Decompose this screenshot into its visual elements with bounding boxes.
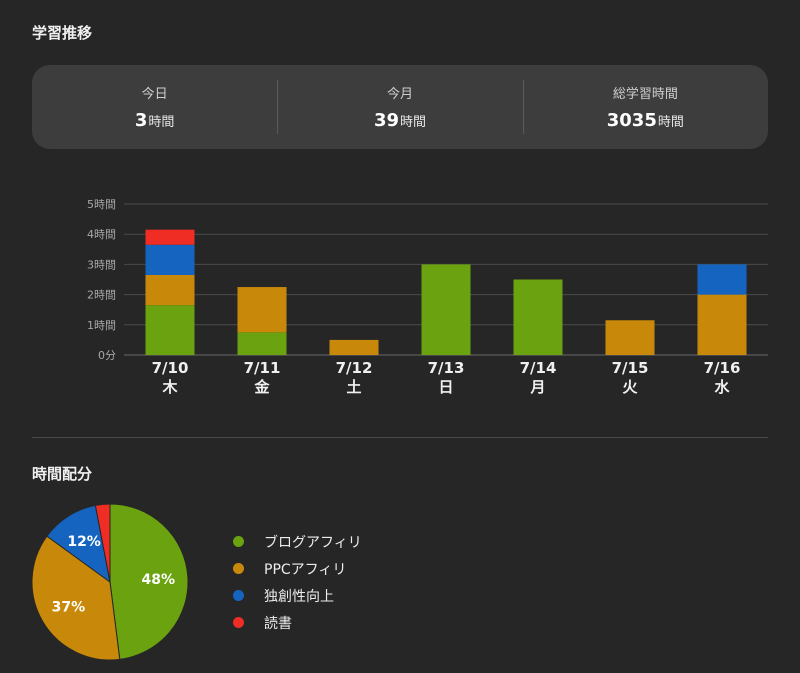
x-tick-label: 7/14 (520, 359, 557, 377)
section-title-distribution: 時間配分 (32, 465, 93, 483)
bar-segment (697, 264, 747, 295)
y-tick-label: 3時間 (87, 258, 116, 271)
stat-month: 今月 39時間 (277, 65, 522, 149)
x-tick-label: 7/12 (336, 359, 373, 377)
x-tick-label: 7/11 (244, 359, 281, 377)
bar-segment (421, 264, 471, 355)
legend-item: 読書 (233, 609, 362, 636)
x-tick-sublabel: 土 (346, 378, 361, 396)
pie-slice (109, 503, 189, 660)
bar-segment (145, 274, 195, 306)
bar-segment (605, 320, 655, 355)
chart-legend: ブログアフィリ PPCアフィリ 独創性向上読書 (233, 528, 362, 636)
pie-slice (94, 503, 111, 583)
stat-unit: 時間 (657, 115, 684, 130)
x-tick-label: 7/10 (152, 359, 189, 377)
stacked-bar-chart: 0分 1時間 2時間 3時間 4時間 5時間 7/10木 7/11金 7/12土 7/13日 7/1… (87, 198, 768, 396)
stat-value: 39時間 (373, 110, 427, 131)
y-tick-label: 2時間 (87, 289, 116, 302)
stat-label: 今日 (141, 87, 168, 102)
legend-item: 独創性向上 (233, 582, 362, 609)
x-tick-label: 7/15 (612, 359, 649, 377)
legend-label: 読書 (264, 615, 292, 632)
y-tick-label: 1時間 (87, 319, 116, 332)
legend-label: 独創性向上 (264, 588, 334, 605)
bar-segment (237, 287, 287, 333)
y-tick-label: 5時間 (87, 198, 116, 211)
bar-segment (513, 279, 563, 355)
divider (32, 437, 768, 438)
x-tick-sublabel: 日 (438, 378, 453, 396)
legend-swatch (233, 590, 244, 601)
pie-label: 48% (142, 572, 176, 588)
section-title-trend: 学習推移 (32, 24, 93, 42)
x-tick-sublabel: 火 (622, 378, 638, 396)
x-tick-sublabel: 水 (714, 378, 730, 396)
pie-slice (31, 535, 121, 661)
x-tick-sublabel: 月 (529, 378, 545, 396)
x-tick-sublabel: 木 (161, 378, 178, 396)
stat-total: 総学習時間 3035時間 (522, 65, 768, 149)
legend-item: ブログアフィリ (233, 528, 362, 555)
stat-label: 今月 (386, 87, 413, 102)
bar-segment (697, 294, 747, 355)
pie-label: 12% (67, 534, 101, 550)
legend-item: PPCアフィリ (233, 555, 362, 582)
stat-unit: 時間 (148, 115, 175, 130)
legend-swatch (233, 563, 244, 574)
bar-segment (237, 332, 287, 355)
x-tick-sublabel: 金 (253, 378, 270, 396)
y-tick-label: 0分 (98, 349, 116, 362)
pie-label: 37% (52, 600, 86, 616)
legend-swatch (233, 536, 244, 547)
stat-today: 今日 3時間 (32, 65, 277, 149)
y-tick-label: 4時間 (87, 228, 116, 241)
bar-segment (145, 305, 195, 355)
bar-segment (145, 244, 195, 275)
stat-unit: 時間 (400, 115, 427, 130)
stat-value: 3035時間 (606, 110, 684, 131)
summary-card: 今日 3時間 今月 39時間 総学習時間 3035時間 (32, 65, 768, 149)
pie-chart: 48% 37% 12% (31, 503, 189, 661)
bar-segment (145, 229, 195, 245)
legend-swatch (233, 617, 244, 628)
legend-label: ブログアフィリ (264, 534, 362, 551)
bar-segment (329, 339, 379, 355)
stat-value: 3時間 (134, 110, 175, 131)
stat-label: 総学習時間 (612, 87, 678, 102)
x-tick-label: 7/16 (704, 359, 741, 377)
x-tick-label: 7/13 (428, 359, 465, 377)
legend-label: PPCアフィリ (264, 561, 347, 578)
